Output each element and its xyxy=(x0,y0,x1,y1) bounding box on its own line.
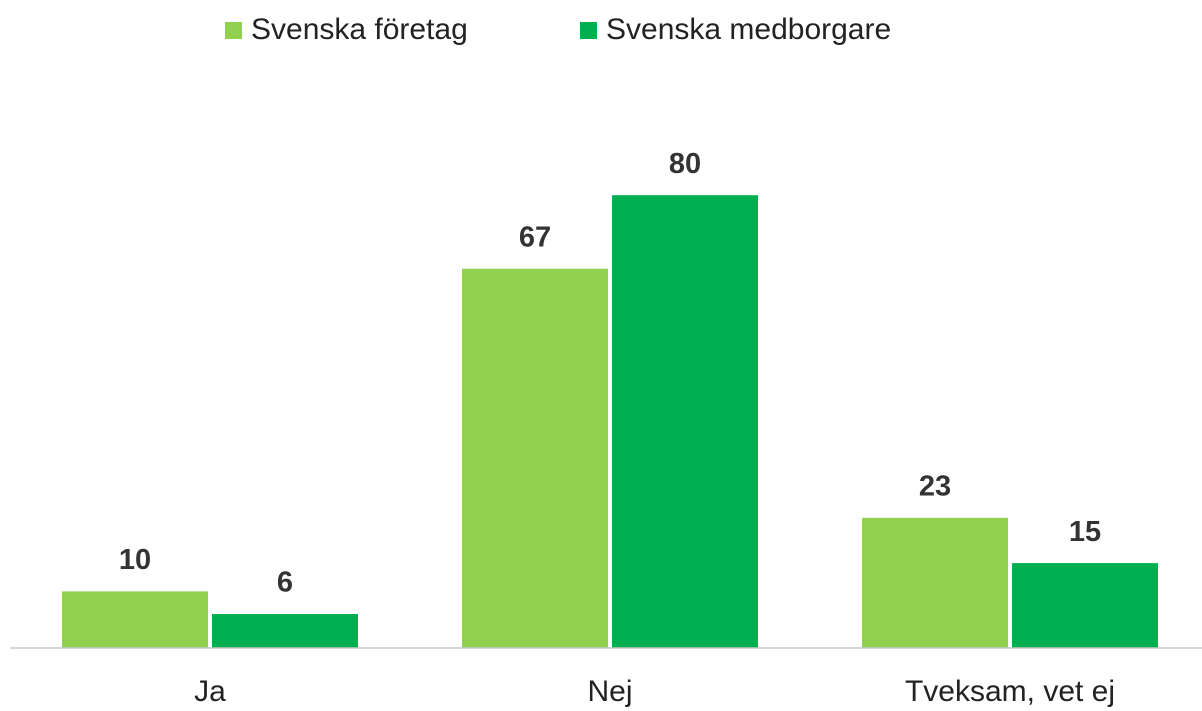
legend-swatch xyxy=(225,22,242,39)
bar xyxy=(212,614,358,648)
data-label: 80 xyxy=(669,148,701,180)
x-tick-label: Nej xyxy=(587,675,632,708)
legend-swatch xyxy=(580,22,597,39)
legend-label: Svenska medborgare xyxy=(606,13,891,46)
legend-label: Svenska företag xyxy=(251,13,468,46)
bar xyxy=(1012,563,1158,648)
x-tick-label: Ja xyxy=(194,675,226,708)
data-label: 10 xyxy=(119,544,151,576)
bar xyxy=(62,591,208,648)
data-label: 23 xyxy=(919,470,951,502)
data-label: 6 xyxy=(277,567,293,599)
x-tick-label: Tveksam, vet ej xyxy=(905,675,1115,708)
bar xyxy=(612,195,758,648)
data-label: 67 xyxy=(519,221,551,253)
bar xyxy=(862,517,1008,648)
data-label: 15 xyxy=(1069,516,1101,548)
bar xyxy=(462,268,608,648)
